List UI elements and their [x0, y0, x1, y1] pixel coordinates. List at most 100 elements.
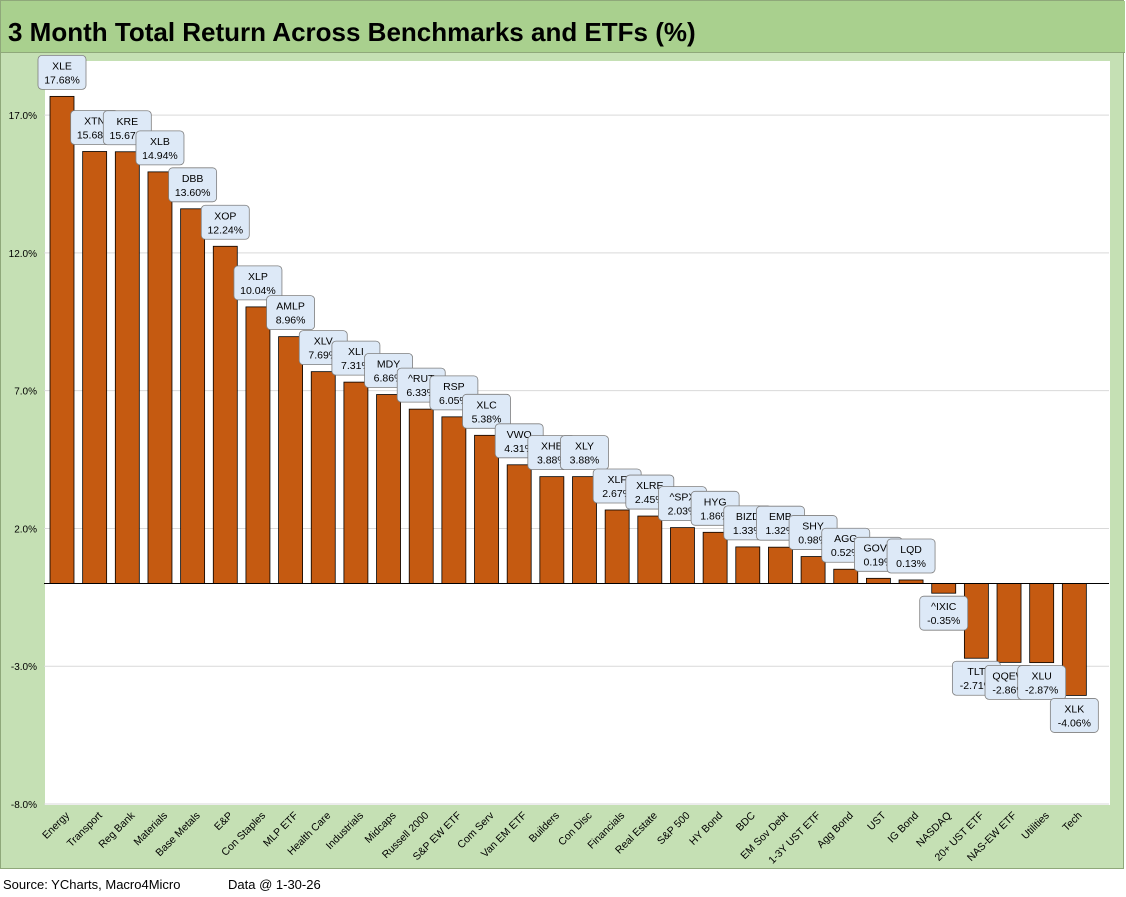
data-label-value: -4.06% [1058, 717, 1091, 729]
x-tick-label: UST [865, 809, 889, 833]
data-label-ticker: RSP [443, 381, 465, 393]
data-label: LQD 0.13% [886, 538, 936, 574]
data-label-value: 7.69% [308, 350, 338, 362]
bar-emb [768, 546, 793, 584]
data-label-ticker: AMLP [276, 301, 305, 313]
data-label: XLY 3.88% [560, 435, 609, 471]
bar-xlb [147, 171, 173, 584]
data-label-box [1049, 698, 1099, 733]
bar-xly [572, 476, 597, 584]
y-tick-label: -3.0% [11, 662, 37, 673]
data-label-value: 6.86% [374, 373, 404, 385]
bar-xtn [82, 151, 108, 584]
y-tick-label: 17.0% [9, 111, 37, 122]
bar-xlf [604, 509, 630, 584]
data-label-box [1017, 665, 1067, 701]
data-label-ticker: VWO [507, 429, 532, 441]
data-label-value: 2.67% [602, 488, 632, 500]
x-tick-label: Tech [1060, 810, 1084, 834]
y-axis-ticks: -8.0% -3.0% 2.0% 7.0% 12.0% 17.0% [9, 111, 37, 811]
data-label: DBB 13.60% [168, 167, 218, 203]
data-label-ticker: XLRE [636, 480, 663, 492]
data-label-ticker: XLP [248, 271, 268, 283]
bar-tlt [963, 583, 989, 659]
data-label-ticker: XTN [84, 115, 105, 127]
chart-title: 3 Month Total Return Across Benchmarks a… [8, 17, 696, 47]
data-label-value: 10.04% [240, 285, 276, 297]
data-label-ticker: XLB [150, 136, 170, 148]
data-label-ticker: ^SPX [670, 492, 696, 504]
data-label-value: 3.88% [537, 455, 567, 467]
y-tick-label: -8.0% [11, 800, 37, 811]
data-label: XLE 17.68% [37, 54, 87, 90]
bar-rsp [441, 416, 467, 584]
data-label-box [135, 130, 185, 166]
bar-govt [866, 577, 891, 584]
data-label-value: 0.13% [896, 558, 926, 570]
bar-xhb [539, 476, 565, 584]
data-label-value: 14.94% [142, 150, 178, 162]
data-label-value: 0.19% [864, 556, 894, 568]
bar-spx [670, 527, 695, 584]
bar-xlre [637, 515, 663, 584]
bar-ixic [931, 583, 957, 594]
bar-xlu [1029, 583, 1055, 664]
bar-mdy [376, 394, 401, 584]
data-label-value: 7.31% [341, 360, 371, 372]
x-tick-label: Energy [40, 809, 73, 842]
bar-shy [800, 556, 826, 584]
data-label-ticker: ^RUT [408, 373, 435, 385]
data-label-ticker: GOVT [864, 542, 894, 554]
data-label-value: 13.60% [175, 187, 211, 199]
data-label-box [266, 295, 315, 331]
data-label-value: 12.24% [207, 224, 243, 236]
data-label-ticker: XLC [476, 399, 497, 411]
bars [49, 95, 1087, 696]
x-tick-label: Agg Bond [815, 810, 856, 851]
data-date-note: Data @ 1-30-26 [228, 877, 321, 892]
data-label: XLK -4.06% [1049, 698, 1099, 733]
y-tick-label: 12.0% [9, 249, 37, 260]
bar-hyg [702, 531, 728, 584]
data-label-value: 17.68% [44, 74, 80, 86]
y-tick-label: 7.0% [14, 387, 37, 398]
data-label-value: 5.38% [472, 413, 502, 425]
data-label: XOP 12.24% [200, 204, 250, 240]
data-label-ticker: HYG [704, 496, 727, 508]
bar-xlp [245, 306, 271, 584]
data-label: ^IXIC -0.35% [919, 595, 969, 631]
data-label-ticker: XOP [214, 210, 236, 222]
data-label: XLP 10.04% [233, 265, 283, 301]
data-label-value: 1.86% [700, 510, 730, 522]
data-label-box [37, 54, 87, 90]
data-label-value: 4.31% [504, 443, 534, 455]
data-label-ticker: ^IXIC [931, 601, 957, 613]
data-label-ticker: BIZD [736, 511, 760, 523]
bar-amlp [278, 336, 303, 584]
data-label-value: 1.32% [766, 525, 796, 537]
data-label: XLB 14.94% [135, 130, 185, 166]
bar-qqew [996, 583, 1022, 663]
bar-kre [114, 151, 140, 584]
data-label-value: 1.33% [733, 525, 763, 537]
data-label-value: -0.35% [927, 615, 960, 627]
data-label-ticker: MDY [377, 359, 400, 371]
bar-xli [343, 381, 369, 584]
bar-dbb [180, 208, 206, 584]
bar-xlc [474, 434, 499, 584]
bar-xle [49, 95, 75, 584]
x-tick-label: Utilities [1019, 810, 1051, 842]
bar-vwo [506, 464, 532, 584]
data-label-value: 0.98% [798, 535, 828, 547]
data-label-ticker: XLV [314, 336, 333, 348]
data-label-box [233, 265, 283, 301]
data-label-ticker: XHB [541, 441, 563, 453]
data-label-box [168, 167, 218, 203]
data-label-box [200, 204, 250, 240]
data-label-ticker: DBB [182, 173, 204, 185]
data-label-value: 6.05% [439, 395, 469, 407]
bar-lqd [898, 579, 924, 584]
data-label-ticker: TLT [967, 666, 985, 678]
data-label-ticker: XLU [1031, 671, 1051, 683]
